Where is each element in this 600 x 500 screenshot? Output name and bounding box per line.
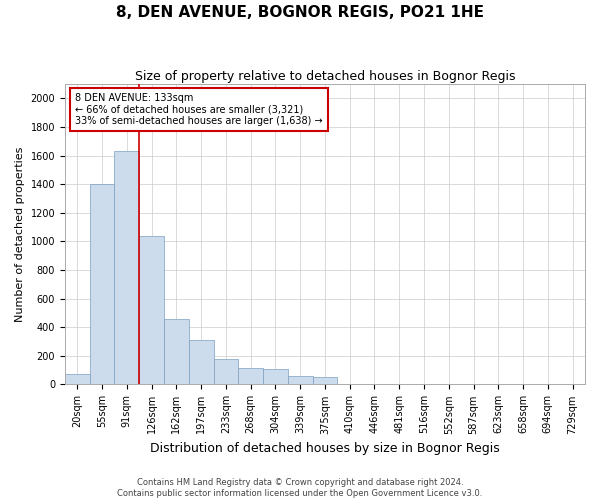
Text: 8 DEN AVENUE: 133sqm
← 66% of detached houses are smaller (3,321)
33% of semi-de: 8 DEN AVENUE: 133sqm ← 66% of detached h… xyxy=(76,93,323,126)
Bar xyxy=(189,340,214,384)
Bar xyxy=(214,360,238,384)
Bar xyxy=(263,370,288,384)
Bar xyxy=(89,184,115,384)
Bar xyxy=(313,376,337,384)
Bar xyxy=(164,318,189,384)
Bar xyxy=(115,152,139,384)
Y-axis label: Number of detached properties: Number of detached properties xyxy=(15,146,25,322)
Text: Contains HM Land Registry data © Crown copyright and database right 2024.
Contai: Contains HM Land Registry data © Crown c… xyxy=(118,478,482,498)
Bar xyxy=(238,368,263,384)
Title: Size of property relative to detached houses in Bognor Regis: Size of property relative to detached ho… xyxy=(135,70,515,83)
Bar xyxy=(288,376,313,384)
Text: 8, DEN AVENUE, BOGNOR REGIS, PO21 1HE: 8, DEN AVENUE, BOGNOR REGIS, PO21 1HE xyxy=(116,5,484,20)
Bar xyxy=(65,374,89,384)
Bar xyxy=(139,236,164,384)
X-axis label: Distribution of detached houses by size in Bognor Regis: Distribution of detached houses by size … xyxy=(150,442,500,455)
